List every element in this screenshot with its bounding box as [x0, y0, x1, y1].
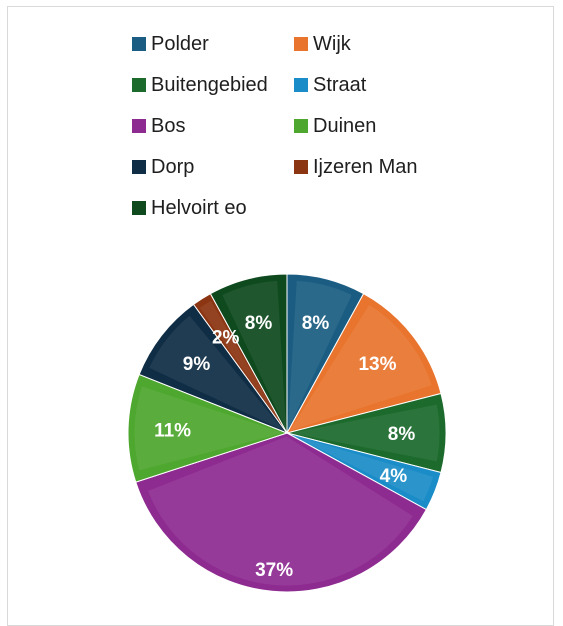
legend-swatch [294, 78, 308, 92]
legend-item: Polder [132, 32, 209, 56]
legend-label: Straat [313, 73, 367, 96]
legend-swatch [132, 78, 146, 92]
legend-label: Buitengebied [151, 73, 268, 96]
data-label: 11% [154, 420, 191, 441]
data-label: 8% [245, 313, 273, 334]
legend-item: Duinen [294, 114, 376, 138]
legend-label: Ijzeren Man [313, 155, 418, 178]
legend-swatch [132, 201, 146, 215]
legend-swatch [294, 160, 308, 174]
legend-item: Bos [132, 114, 185, 138]
legend-swatch [294, 37, 308, 51]
data-label: 8% [388, 424, 416, 445]
legend-item: Wijk [294, 32, 351, 56]
legend-item: Dorp [132, 155, 194, 179]
legend-label: Helvoirt eo [151, 196, 247, 219]
data-label: 37% [255, 560, 293, 581]
data-label: 2% [212, 327, 240, 348]
legend-label: Wijk [313, 32, 351, 55]
data-label: 9% [183, 354, 211, 375]
legend-swatch [132, 119, 146, 133]
legend-swatch [294, 119, 308, 133]
pie-slice-duinen [127, 373, 289, 483]
legend-label: Duinen [313, 114, 377, 137]
legend-swatch [132, 160, 146, 174]
data-label: 4% [380, 466, 408, 487]
data-label: 13% [358, 354, 396, 375]
legend-item: Buitengebied [132, 73, 268, 97]
legend-label: Bos [151, 114, 186, 137]
pie-slice-wijk [286, 292, 442, 434]
legend-item: Helvoirt eo [132, 196, 247, 220]
legend-label: Polder [151, 32, 209, 55]
legend-swatch [132, 37, 146, 51]
legend-item: Ijzeren Man [294, 155, 418, 179]
legend-label: Dorp [151, 155, 195, 178]
data-label: 8% [302, 313, 330, 334]
pie-slice-helvoirt-eo [209, 273, 288, 434]
legend-item: Straat [294, 73, 366, 97]
pie-slice-bos [135, 432, 428, 593]
pie-slice-dorp [138, 303, 289, 435]
